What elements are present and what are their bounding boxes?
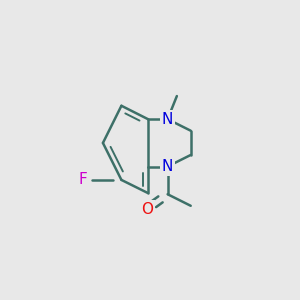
Text: F: F (79, 172, 88, 188)
Text: N: N (162, 112, 173, 127)
Text: N: N (162, 159, 173, 174)
Text: O: O (141, 202, 153, 217)
